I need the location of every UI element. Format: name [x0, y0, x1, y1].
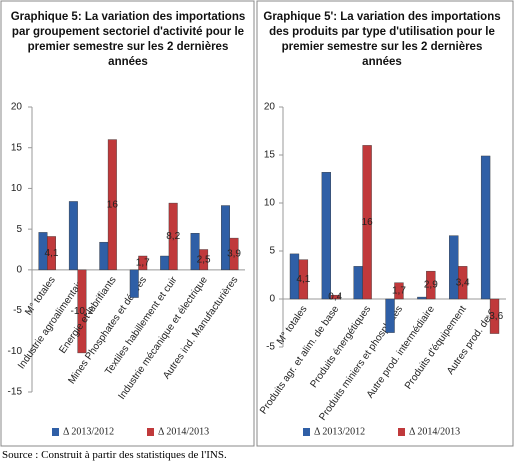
- y-tick-label: 20: [264, 102, 276, 113]
- bar: [168, 202, 178, 271]
- y-tick-label: 10: [11, 183, 23, 194]
- legend-swatch: [52, 428, 59, 436]
- bar: [353, 266, 363, 300]
- y-tick-label: 0: [16, 264, 22, 275]
- data-label: 1,7: [392, 285, 406, 296]
- y-tick-label: -5: [266, 342, 275, 353]
- bar: [229, 237, 239, 271]
- bar: [417, 296, 427, 300]
- bar: [160, 255, 170, 271]
- legend-label: Δ 2014/2013: [158, 426, 209, 437]
- x-tick-label: Produits énergétiques: [308, 304, 373, 390]
- legend-swatch: [147, 428, 154, 436]
- y-tick-label: 5: [16, 224, 22, 235]
- data-label: 1,7: [136, 258, 150, 269]
- bar: [362, 145, 372, 300]
- bar: [107, 139, 117, 271]
- y-tick-label: -15: [8, 387, 23, 398]
- chart-title: Graphique 5: La variation des importatio…: [10, 11, 246, 68]
- data-label: 3,9: [227, 249, 241, 260]
- y-tick-label: 5: [269, 246, 275, 257]
- y-tick-label: 15: [264, 150, 276, 161]
- bar: [138, 255, 148, 271]
- chart-title: Graphique 5': La variation des importati…: [263, 11, 501, 68]
- bar: [298, 259, 309, 300]
- bar: [221, 205, 230, 271]
- y-tick-label: 20: [11, 102, 23, 113]
- bar: [199, 249, 209, 271]
- legend-swatch: [303, 428, 310, 436]
- data-label: -3,6: [486, 311, 504, 322]
- bar: [47, 236, 56, 271]
- data-label: 3,4: [456, 277, 470, 288]
- x-tick-label: M° totales: [275, 304, 310, 347]
- panel-border: [256, 0, 514, 447]
- bar: [489, 298, 500, 334]
- y-tick-label: 0: [269, 294, 275, 305]
- data-label: 16: [362, 217, 374, 228]
- bar: [77, 269, 87, 354]
- bar: [330, 294, 340, 300]
- source: Source : Construit à partir des statisti…: [2, 449, 227, 461]
- legend-label: Δ 2013/2012: [314, 426, 365, 437]
- data-label: 4,1: [296, 274, 310, 285]
- bar: [68, 201, 78, 271]
- legend-swatch: [398, 428, 405, 436]
- bar: [426, 270, 436, 300]
- legend-label: Δ 2013/2012: [63, 426, 114, 437]
- y-tick-label: -10: [8, 346, 23, 357]
- data-label: 16: [107, 199, 119, 210]
- bar: [458, 266, 468, 300]
- y-tick-label: 10: [264, 198, 276, 209]
- bar: [449, 235, 459, 300]
- data-label: 0,4: [328, 292, 342, 303]
- data-label: 8,2: [166, 231, 180, 242]
- data-label: 2,9: [424, 280, 438, 291]
- bar: [99, 241, 109, 271]
- legend-label: Δ 2014/2013: [409, 426, 460, 437]
- x-tick-label: Energie et lubrifiants: [57, 275, 118, 356]
- data-label: 4,1: [45, 248, 59, 259]
- panel-border: [0, 0, 255, 447]
- bar: [129, 269, 139, 298]
- data-label: 2,5: [197, 254, 211, 265]
- bar: [394, 282, 404, 300]
- y-tick-label: 15: [11, 142, 23, 153]
- bar: [385, 298, 395, 333]
- x-tick-label: Produits d'équipement: [403, 304, 469, 392]
- bar: [480, 155, 491, 300]
- y-tick-label: -5: [13, 305, 22, 316]
- bar: [321, 172, 331, 300]
- data-label: -10,2: [71, 306, 94, 317]
